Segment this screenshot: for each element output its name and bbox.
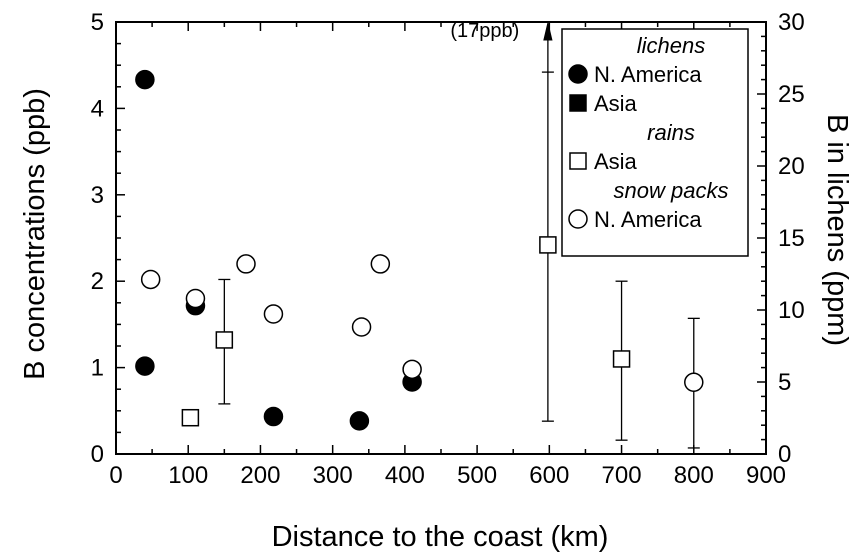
legend-marker-filled-circle bbox=[568, 64, 588, 84]
y-tick-label: 1 bbox=[91, 355, 104, 382]
data-point-filled-circle bbox=[135, 69, 155, 90]
y2-tick-label: 15 bbox=[778, 225, 805, 252]
legend-label: Asia bbox=[594, 91, 638, 116]
x-tick-label: 800 bbox=[674, 462, 714, 489]
data-point-open-circle bbox=[402, 359, 422, 380]
legend: lichens N. America Asia rains Asia snow packs… bbox=[561, 28, 749, 257]
x-tick-label: 900 bbox=[746, 462, 786, 489]
y-tick-label: 0 bbox=[91, 441, 104, 468]
x-tick-label: 600 bbox=[529, 462, 569, 489]
data-point-open-circle bbox=[351, 317, 372, 337]
legend-label: N. America bbox=[594, 207, 702, 232]
y-tick-label: 3 bbox=[91, 182, 104, 209]
data-point-filled-circle bbox=[135, 356, 155, 376]
x-tick-label: 0 bbox=[109, 462, 122, 489]
legend-heading: lichens bbox=[637, 33, 705, 58]
data-point-filled-circle bbox=[349, 411, 370, 431]
y-tick-label: 2 bbox=[91, 268, 104, 295]
data-marks: (17ppb) bbox=[135, 20, 704, 449]
data-point-open-circle bbox=[263, 304, 284, 324]
data-point-open-circle bbox=[236, 254, 256, 274]
x-tick-label: 700 bbox=[602, 462, 642, 489]
x-tick-label: 300 bbox=[313, 462, 353, 489]
y2-tick-label: 25 bbox=[778, 81, 805, 108]
y2-tick-label: 20 bbox=[778, 153, 805, 180]
x-tick-label: 500 bbox=[457, 462, 497, 489]
data-point-open-square bbox=[612, 350, 631, 368]
data-point-open-square bbox=[215, 331, 234, 349]
data-point-open-circle bbox=[185, 288, 206, 309]
legend-marker-filled-square bbox=[569, 94, 587, 112]
data-point-open-circle bbox=[684, 372, 704, 393]
data-point-open-square bbox=[181, 408, 200, 427]
x-tick-label: 200 bbox=[240, 462, 280, 489]
y2-tick-label: 0 bbox=[778, 441, 791, 468]
legend-heading: snow packs bbox=[614, 178, 729, 203]
axes: 0 100 200 300 400 500 600 700 800 900012345051015… bbox=[91, 9, 805, 489]
y2-axis-title: B in lichens (ppm) bbox=[821, 114, 853, 346]
data-point-open-circle bbox=[140, 269, 161, 290]
data-point-filled-circle bbox=[263, 406, 284, 427]
y2-tick-label: 5 bbox=[778, 369, 791, 396]
legend-marker-open-circle bbox=[568, 209, 588, 229]
y-tick-label: 4 bbox=[91, 95, 104, 122]
data-point-open-square bbox=[539, 236, 557, 254]
legend-label: N. America bbox=[594, 62, 702, 87]
y-tick-label: 5 bbox=[91, 9, 104, 36]
x-tick-label: 100 bbox=[168, 462, 208, 489]
error-arrow-head bbox=[543, 22, 553, 41]
x-tick-label: 400 bbox=[385, 462, 425, 489]
legend-marker-open-square bbox=[569, 152, 587, 170]
legend-heading: rains bbox=[647, 120, 695, 145]
annotation-label: (17ppb) bbox=[450, 20, 519, 42]
legend-box bbox=[561, 28, 749, 257]
y2-tick-label: 10 bbox=[778, 297, 805, 324]
data-point-open-circle bbox=[370, 254, 391, 274]
y-axis-title: B concentrations (ppb) bbox=[19, 88, 51, 380]
legend-label: Asia bbox=[594, 149, 638, 174]
y2-tick-label: 30 bbox=[778, 9, 805, 36]
x-axis-title: Distance to the coast (km) bbox=[272, 521, 609, 553]
